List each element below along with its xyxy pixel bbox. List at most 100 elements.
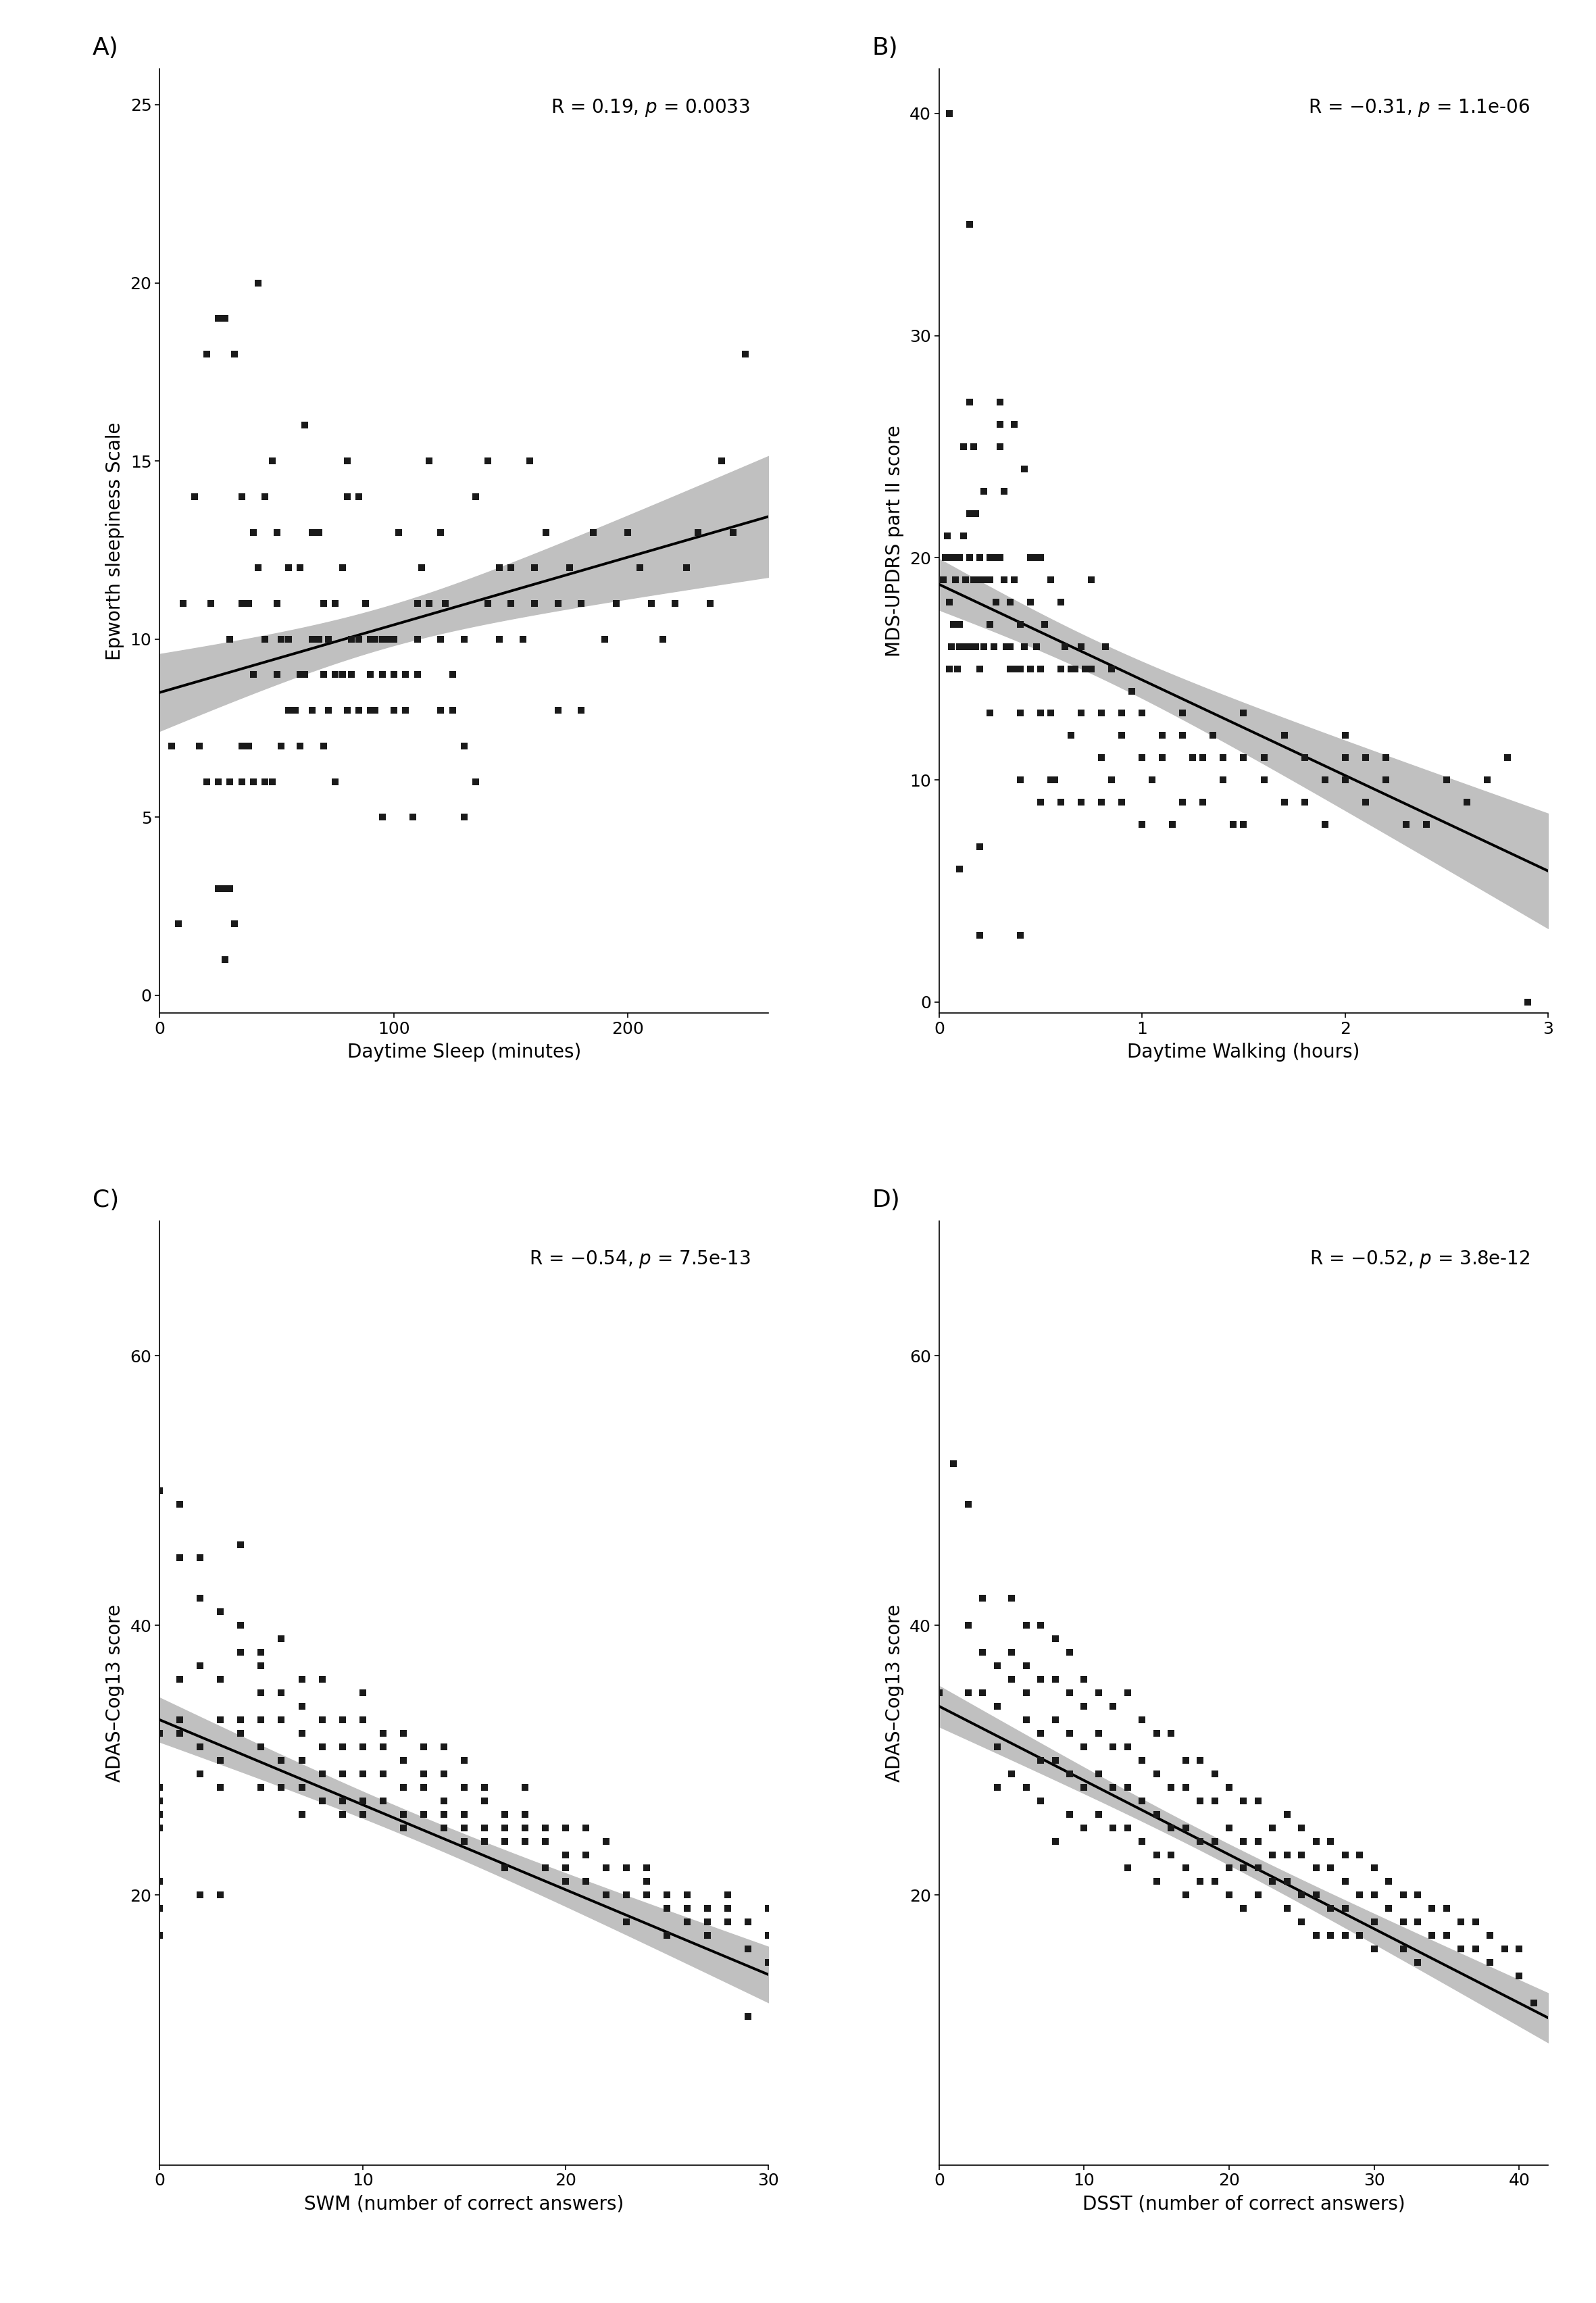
Point bbox=[1049, 583, 1074, 620]
Point bbox=[207, 1877, 233, 1914]
Point bbox=[937, 649, 962, 686]
Point bbox=[1274, 1891, 1299, 1928]
Point bbox=[1037, 562, 1063, 599]
Point bbox=[1231, 696, 1256, 732]
Point bbox=[1245, 1783, 1270, 1819]
Point bbox=[1202, 1822, 1227, 1859]
Point bbox=[276, 691, 302, 728]
Point bbox=[1021, 539, 1047, 576]
Point bbox=[193, 762, 219, 799]
Point bbox=[329, 656, 354, 693]
Point bbox=[452, 1796, 477, 1833]
Point bbox=[1347, 1835, 1373, 1872]
Point bbox=[674, 550, 699, 587]
Point bbox=[970, 1633, 996, 1670]
Point bbox=[246, 550, 271, 587]
Point bbox=[1492, 1930, 1518, 1967]
Point bbox=[1071, 1688, 1096, 1725]
Point bbox=[1216, 1849, 1242, 1886]
Point bbox=[638, 585, 664, 622]
Point bbox=[147, 1769, 172, 1806]
Point bbox=[289, 1688, 314, 1725]
Point bbox=[1130, 1822, 1156, 1859]
Point bbox=[983, 583, 1009, 620]
Point bbox=[998, 629, 1023, 666]
Point bbox=[1390, 1930, 1416, 1967]
Point bbox=[1018, 649, 1044, 686]
Point bbox=[1116, 1810, 1141, 1847]
Point bbox=[654, 1916, 680, 1953]
Point bbox=[431, 1783, 456, 1819]
Point bbox=[298, 514, 324, 550]
Point bbox=[926, 1674, 951, 1711]
Point bbox=[1187, 1741, 1213, 1778]
Point bbox=[1251, 739, 1277, 776]
Point bbox=[1274, 1835, 1299, 1872]
Point bbox=[472, 1783, 498, 1819]
Point bbox=[970, 472, 996, 509]
Point bbox=[1144, 1755, 1170, 1792]
Point bbox=[452, 1741, 477, 1778]
Point bbox=[544, 691, 570, 728]
Point bbox=[946, 850, 972, 887]
Point bbox=[1187, 1863, 1213, 1900]
Point bbox=[962, 629, 988, 666]
Point bbox=[1042, 762, 1068, 799]
Point bbox=[410, 1769, 436, 1806]
Point bbox=[654, 1877, 680, 1914]
Point bbox=[329, 1796, 354, 1833]
Point bbox=[369, 799, 394, 836]
Point bbox=[212, 942, 238, 979]
Point bbox=[1274, 1863, 1299, 1900]
Point bbox=[241, 656, 267, 693]
Point bbox=[287, 728, 313, 765]
Point bbox=[1130, 1783, 1156, 1819]
Point bbox=[1052, 629, 1077, 666]
Point bbox=[988, 428, 1013, 465]
Point bbox=[298, 691, 324, 728]
Point bbox=[1245, 1822, 1270, 1859]
Point bbox=[1159, 1716, 1184, 1753]
Point bbox=[1088, 696, 1114, 732]
Point bbox=[171, 585, 196, 622]
Point bbox=[182, 479, 207, 516]
Point bbox=[1033, 606, 1058, 643]
Point bbox=[350, 1727, 375, 1764]
Point bbox=[512, 1796, 538, 1833]
Point bbox=[187, 1538, 212, 1575]
Point bbox=[168, 1716, 193, 1753]
Point bbox=[522, 550, 547, 587]
Point bbox=[1173, 1849, 1199, 1886]
Point bbox=[694, 1916, 720, 1953]
Point bbox=[282, 691, 308, 728]
Point bbox=[991, 472, 1017, 509]
Point bbox=[651, 620, 677, 656]
Point bbox=[1042, 1621, 1068, 1658]
Point bbox=[198, 585, 223, 622]
Point bbox=[1140, 762, 1165, 799]
Point bbox=[1013, 1647, 1039, 1683]
Point bbox=[1312, 806, 1337, 843]
Point bbox=[956, 1485, 982, 1522]
Point bbox=[614, 1877, 640, 1914]
Point bbox=[306, 620, 332, 656]
Point bbox=[310, 1783, 335, 1819]
X-axis label: SWM (number of correct answers): SWM (number of correct answers) bbox=[305, 2195, 624, 2213]
Point bbox=[654, 1891, 680, 1928]
Point bbox=[998, 583, 1023, 620]
Point bbox=[1231, 1849, 1256, 1886]
Point bbox=[350, 1674, 375, 1711]
Point bbox=[1179, 739, 1205, 776]
Point bbox=[263, 656, 289, 693]
Point bbox=[1109, 696, 1135, 732]
Point bbox=[1404, 1905, 1430, 1941]
Point bbox=[1071, 1769, 1096, 1806]
Point bbox=[428, 691, 453, 728]
Point bbox=[350, 1783, 375, 1819]
Point bbox=[1495, 739, 1521, 776]
Point bbox=[552, 1863, 578, 1900]
Point bbox=[439, 656, 464, 693]
Point bbox=[452, 1810, 477, 1847]
Point bbox=[316, 691, 342, 728]
Point bbox=[1007, 762, 1033, 799]
